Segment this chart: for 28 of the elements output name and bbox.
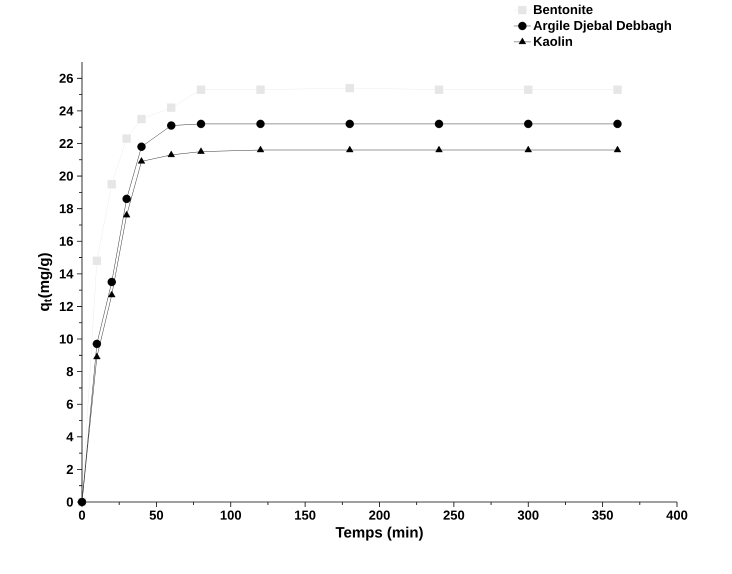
x-tick-label: 200	[369, 510, 390, 520]
y-tick-label: 2	[66, 464, 73, 474]
y-tick-label: 18	[60, 204, 74, 214]
y-tick-label: 16	[60, 236, 73, 246]
x-tick-label: 350	[592, 510, 613, 520]
y-tick-label: 20	[59, 171, 73, 181]
x-tick-label: 150	[295, 510, 316, 520]
legend-label: Kaolin	[534, 36, 572, 46]
legend-label: Argile Djebal Debbagh	[533, 20, 671, 33]
x-tick-label: 250	[443, 510, 464, 520]
legend-label: Bentonite	[534, 4, 593, 14]
y-axis-title: q$_{t}$(mg/g)	[38, 253, 52, 311]
y-tick-label: 14	[60, 269, 74, 278]
y-tick-label: 8	[66, 367, 74, 376]
x-tick-label: 300	[518, 510, 539, 520]
y-tick-label: 26	[59, 74, 73, 83]
y-tick-label: 4	[66, 432, 74, 442]
y-tick-label: 6	[66, 400, 73, 409]
y-tick-label: 22	[59, 138, 73, 148]
x-tick-label: 100	[220, 510, 242, 520]
x-axis-title: Temps (min)	[336, 526, 423, 541]
x-tick-label: 400	[666, 510, 688, 520]
y-tick-label: 0	[66, 497, 73, 507]
x-tick-label: 50	[150, 510, 164, 520]
y-tick-label: 12	[60, 302, 73, 311]
y-tick-label: 10	[60, 334, 73, 344]
y-tick-label: 24	[59, 106, 74, 116]
x-tick-label: 0	[78, 510, 86, 520]
